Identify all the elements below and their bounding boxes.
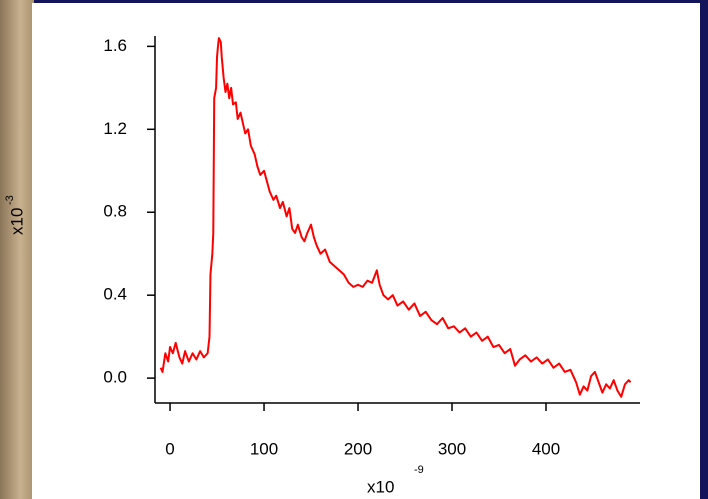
x-axis-exponent: -9 [414, 464, 424, 476]
y-tick-label: 0.0 [103, 368, 127, 387]
x-tick-label: 0 [165, 439, 174, 458]
x-tick-label: 200 [344, 439, 372, 458]
y-axis-exponent: -3 [4, 195, 16, 205]
x-tick-label: 100 [250, 439, 278, 458]
y-tick-label: 0.8 [103, 202, 127, 221]
y-tick-label: 1.6 [103, 36, 127, 55]
plot-panel [32, 3, 700, 499]
x-tick-label: 400 [532, 439, 560, 458]
data-line [159, 37, 632, 398]
x-axis-label: x10 [367, 477, 394, 496]
background-texture [0, 0, 34, 499]
y-axis-label: x10 [7, 208, 26, 235]
y-tick-label: 0.4 [103, 285, 127, 304]
y-label-group: x10 -3 [4, 195, 27, 235]
x-tick-label: 300 [438, 439, 466, 458]
y-tick-label: 1.2 [103, 119, 127, 138]
